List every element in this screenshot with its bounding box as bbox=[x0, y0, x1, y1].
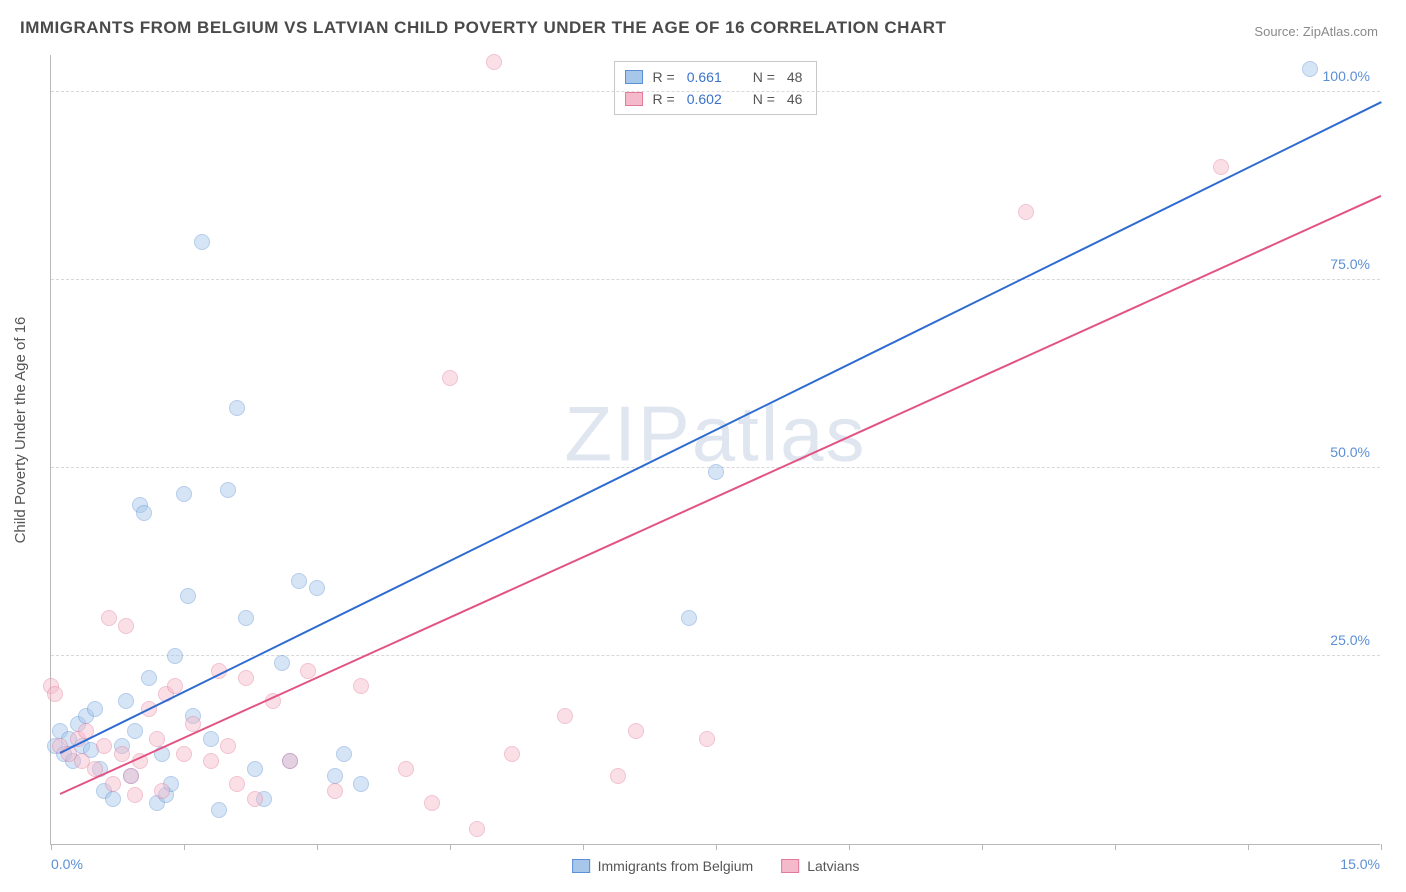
data-point bbox=[105, 776, 121, 792]
data-point bbox=[282, 753, 298, 769]
data-point bbox=[442, 370, 458, 386]
r-label: R = bbox=[653, 66, 675, 88]
x-tick bbox=[1381, 844, 1382, 850]
y-tick-label: 25.0% bbox=[1330, 632, 1370, 648]
source-attribution: Source: ZipAtlas.com bbox=[1254, 24, 1378, 39]
gridline bbox=[51, 91, 1380, 92]
data-point bbox=[136, 505, 152, 521]
source-label: Source: bbox=[1254, 24, 1299, 39]
x-tick bbox=[849, 844, 850, 850]
x-tick bbox=[317, 844, 318, 850]
data-point bbox=[309, 580, 325, 596]
legend-swatch bbox=[625, 70, 643, 84]
x-axis-end-label: 15.0% bbox=[1340, 856, 1380, 872]
data-point bbox=[176, 486, 192, 502]
series-legend: Immigrants from Belgium Latvians bbox=[572, 858, 860, 874]
y-tick-label: 100.0% bbox=[1323, 68, 1370, 84]
data-point bbox=[118, 618, 134, 634]
legend-swatch bbox=[781, 859, 799, 873]
data-point bbox=[87, 701, 103, 717]
legend-item: Immigrants from Belgium bbox=[572, 858, 754, 874]
y-tick-label: 75.0% bbox=[1330, 256, 1370, 272]
data-point bbox=[327, 783, 343, 799]
x-tick bbox=[450, 844, 451, 850]
data-point bbox=[47, 686, 63, 702]
chart-title: IMMIGRANTS FROM BELGIUM VS LATVIAN CHILD… bbox=[20, 18, 946, 38]
data-point bbox=[557, 708, 573, 724]
trend-line bbox=[59, 195, 1381, 795]
data-point bbox=[118, 693, 134, 709]
data-point bbox=[167, 648, 183, 664]
data-point bbox=[238, 670, 254, 686]
data-point bbox=[96, 738, 112, 754]
y-tick-label: 50.0% bbox=[1330, 444, 1370, 460]
data-point bbox=[194, 234, 210, 250]
data-point bbox=[141, 670, 157, 686]
n-label: N = bbox=[753, 66, 775, 88]
data-point bbox=[708, 464, 724, 480]
data-point bbox=[291, 573, 307, 589]
n-value: 48 bbox=[787, 66, 803, 88]
data-point bbox=[238, 610, 254, 626]
x-tick bbox=[716, 844, 717, 850]
data-point bbox=[274, 655, 290, 671]
data-point bbox=[1302, 61, 1318, 77]
data-point bbox=[123, 768, 139, 784]
data-point bbox=[486, 54, 502, 70]
data-point bbox=[203, 731, 219, 747]
data-point bbox=[504, 746, 520, 762]
data-point bbox=[628, 723, 644, 739]
data-point bbox=[610, 768, 626, 784]
data-point bbox=[229, 776, 245, 792]
x-tick bbox=[982, 844, 983, 850]
stats-legend: R =0.661N =48R =0.602N =46 bbox=[614, 61, 818, 115]
data-point bbox=[327, 768, 343, 784]
data-point bbox=[247, 761, 263, 777]
data-point bbox=[101, 610, 117, 626]
data-point bbox=[229, 400, 245, 416]
data-point bbox=[681, 610, 697, 626]
data-point bbox=[699, 731, 715, 747]
data-point bbox=[1018, 204, 1034, 220]
scatter-chart: ZIPatlas R =0.661N =48R =0.602N =46 0.0%… bbox=[50, 55, 1380, 845]
legend-swatch bbox=[572, 859, 590, 873]
source-name: ZipAtlas.com bbox=[1303, 24, 1378, 39]
legend-swatch bbox=[625, 92, 643, 106]
data-point bbox=[469, 821, 485, 837]
data-point bbox=[1213, 159, 1229, 175]
r-value: 0.661 bbox=[687, 66, 735, 88]
data-point bbox=[353, 678, 369, 694]
x-tick bbox=[184, 844, 185, 850]
data-point bbox=[220, 482, 236, 498]
x-tick bbox=[583, 844, 584, 850]
data-point bbox=[353, 776, 369, 792]
x-axis-start-label: 0.0% bbox=[51, 856, 83, 872]
x-tick bbox=[1248, 844, 1249, 850]
data-point bbox=[127, 723, 143, 739]
data-point bbox=[176, 746, 192, 762]
data-point bbox=[211, 802, 227, 818]
data-point bbox=[336, 746, 352, 762]
data-point bbox=[127, 787, 143, 803]
data-point bbox=[398, 761, 414, 777]
stats-legend-row: R = 0.661 N = 48 bbox=[625, 66, 803, 88]
data-point bbox=[424, 795, 440, 811]
data-point bbox=[180, 588, 196, 604]
x-tick bbox=[51, 844, 52, 850]
data-point bbox=[247, 791, 263, 807]
y-axis-label: Child Poverty Under the Age of 16 bbox=[12, 317, 29, 544]
legend-label: Latvians bbox=[807, 858, 859, 874]
data-point bbox=[154, 783, 170, 799]
data-point bbox=[114, 746, 130, 762]
legend-label: Immigrants from Belgium bbox=[598, 858, 754, 874]
legend-item: Latvians bbox=[781, 858, 859, 874]
data-point bbox=[105, 791, 121, 807]
gridline bbox=[51, 279, 1380, 280]
data-point bbox=[149, 731, 165, 747]
data-point bbox=[300, 663, 316, 679]
data-point bbox=[203, 753, 219, 769]
data-point bbox=[220, 738, 236, 754]
x-tick bbox=[1115, 844, 1116, 850]
gridline bbox=[51, 655, 1380, 656]
